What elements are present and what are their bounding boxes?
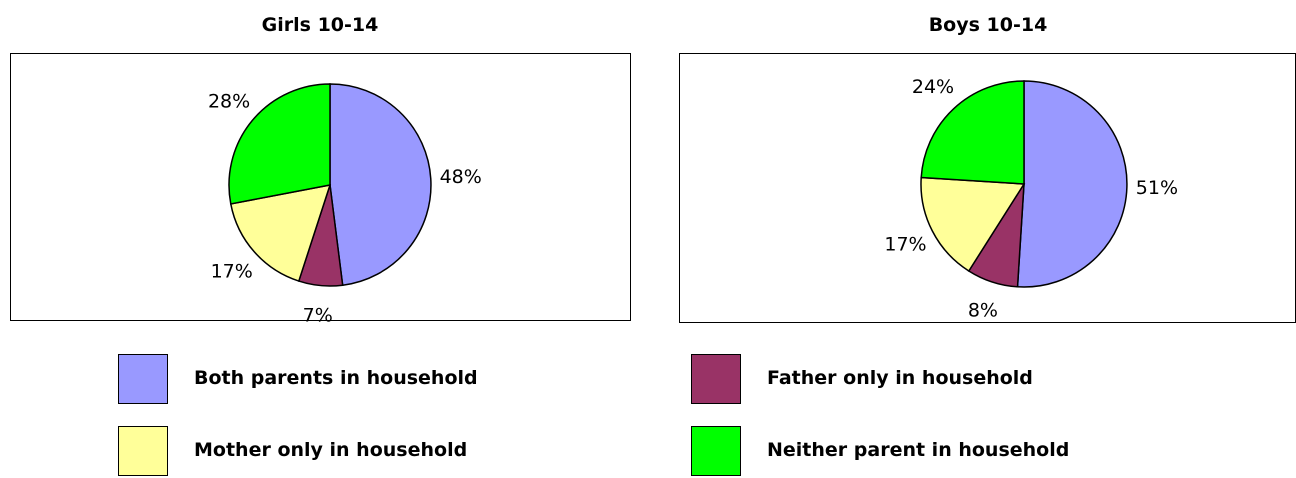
legend-label-neither-parent: Neither parent in household <box>767 439 1070 461</box>
boys-chart-title: Boys 10-14 <box>928 14 1048 36</box>
boys-pie-label-neither-parent: 24% <box>912 76 954 98</box>
boys-pie-label-mother-only: 17% <box>884 233 926 255</box>
boys-pie-slice-both-parents <box>1016 80 1128 288</box>
legend-label-both-parents: Both parents in household <box>194 367 478 389</box>
girls-pie-slice-both-parents <box>329 83 432 287</box>
girls-pie-slice-neither-parent <box>228 83 331 205</box>
legend-swatch-neither-parent <box>691 426 741 476</box>
legend-label-father-only: Father only in household <box>767 367 1033 389</box>
girls-pie-label-father-only: 7% <box>303 304 333 326</box>
girls-pie-chart-frame: 48% 7% 17% 28% <box>10 53 631 326</box>
boys-pie-chart: 51% 8% 17% 24% <box>884 76 1178 322</box>
girls-pie-slice-mother-only <box>229 184 332 283</box>
legend-label-mother-only: Mother only in household <box>194 439 468 461</box>
boys-pie-slice-mother-only <box>920 176 1026 273</box>
girls-chart-title: Girls 10-14 <box>261 14 379 36</box>
legend-swatch-father-only <box>691 354 741 404</box>
boys-pie-slice-neither-parent <box>920 80 1025 185</box>
boys-pie-label-father-only: 8% <box>968 300 998 322</box>
girls-pie-chart: 48% 7% 17% 28% <box>208 83 482 326</box>
girls-pie-label-both-parents: 48% <box>440 166 482 188</box>
girls-pie-label-neither-parent: 28% <box>208 91 250 113</box>
girls-pie-label-mother-only: 17% <box>211 261 253 283</box>
boys-pie-chart-frame: 51% 8% 17% 24% <box>679 53 1296 323</box>
legend-swatch-both-parents <box>118 354 168 404</box>
legend-swatch-mother-only <box>118 426 168 476</box>
boys-pie-label-both-parents: 51% <box>1136 177 1178 199</box>
